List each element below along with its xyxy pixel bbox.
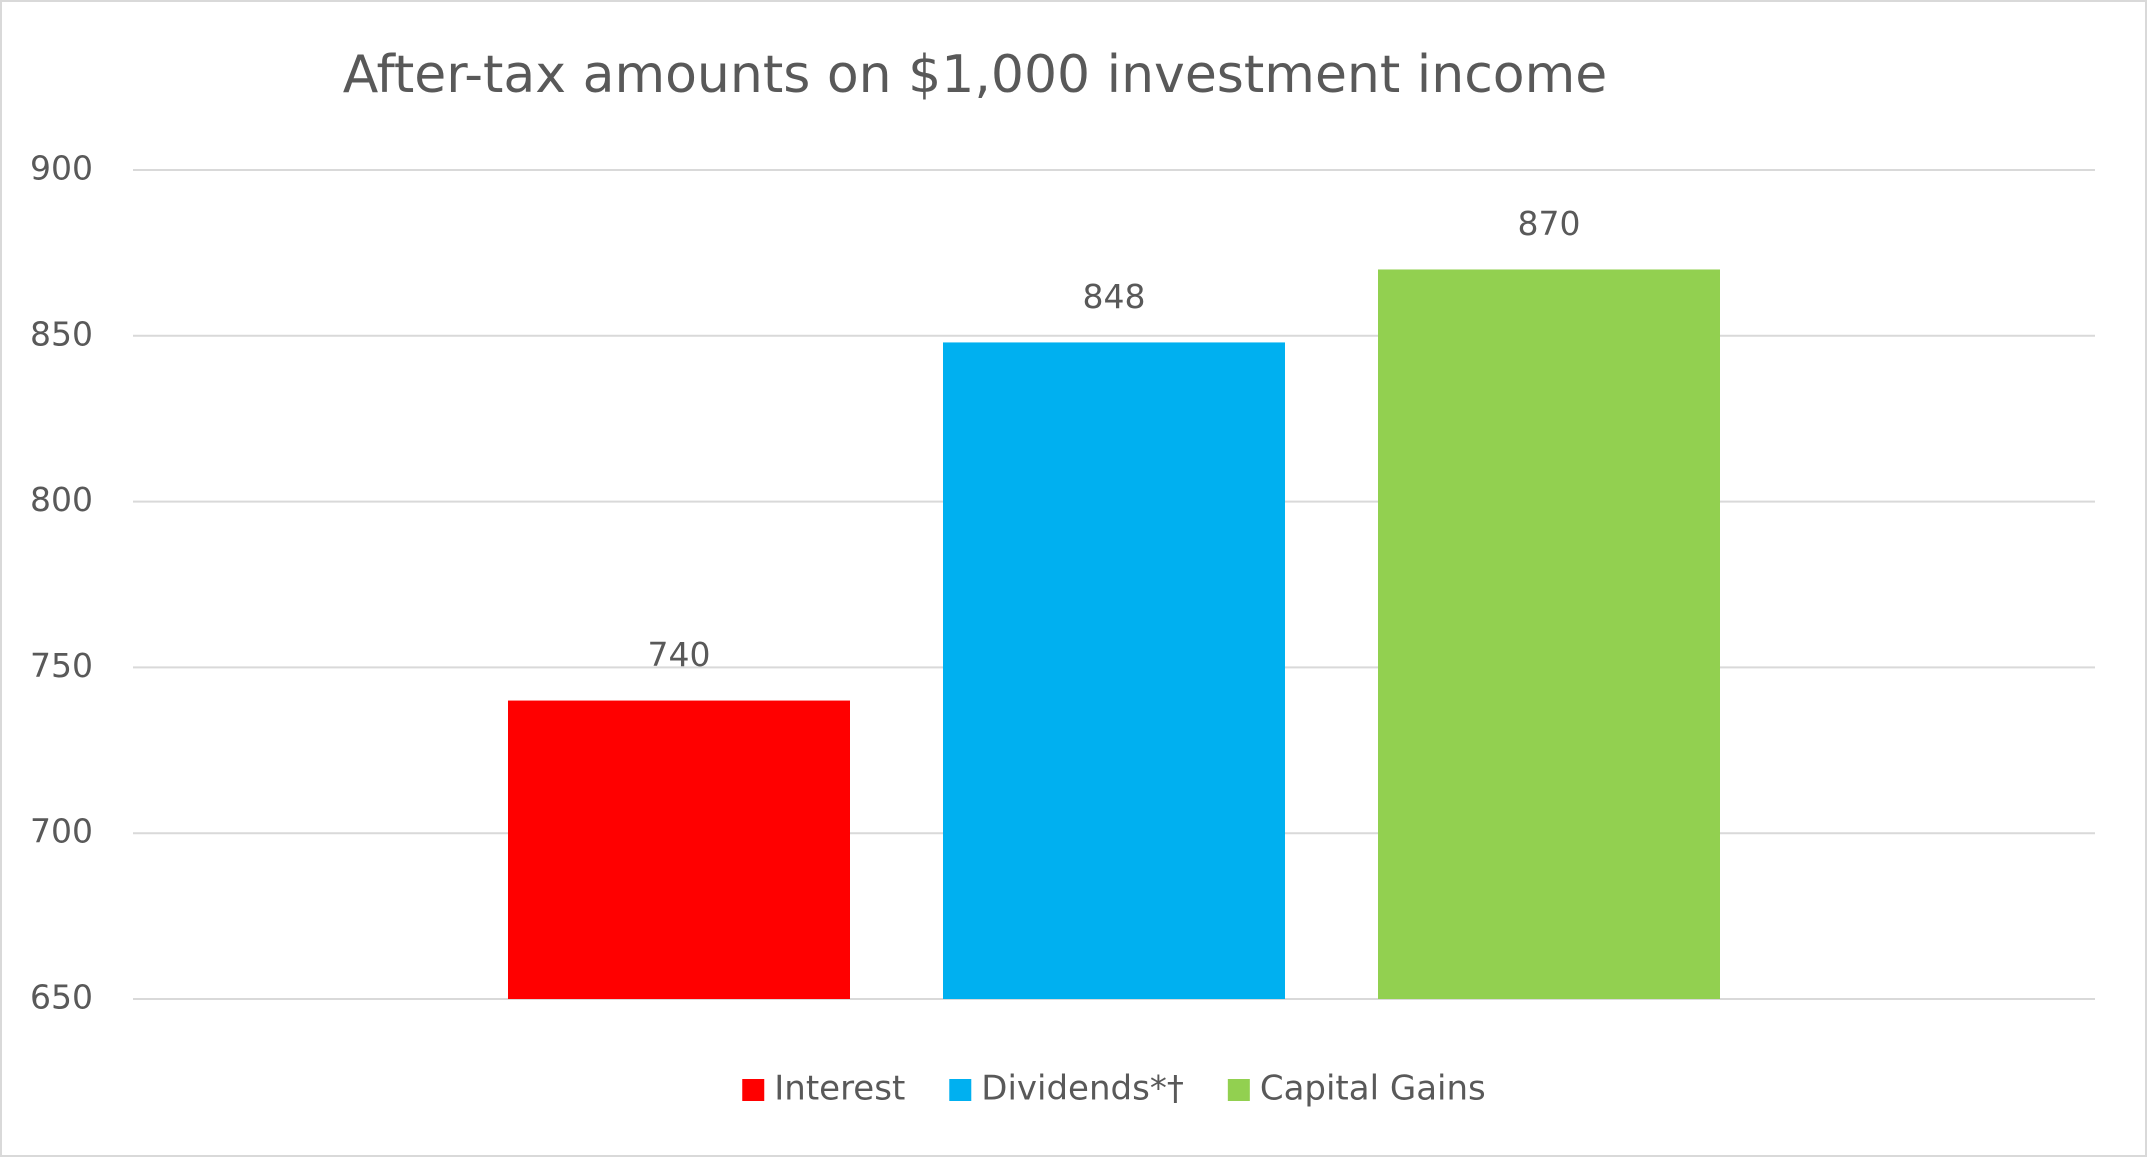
value-label: 870 bbox=[1518, 204, 1581, 243]
value-label: 848 bbox=[1083, 277, 1146, 316]
y-tick-label: 800 bbox=[30, 480, 93, 519]
y-tick-label: 900 bbox=[30, 149, 93, 188]
y-tick-label: 650 bbox=[30, 978, 93, 1017]
bar bbox=[508, 700, 850, 999]
y-tick-label: 700 bbox=[30, 812, 93, 851]
chart-title: After-tax amounts on $1,000 investment i… bbox=[343, 45, 1608, 105]
legend-label: Dividends*† bbox=[981, 1069, 1184, 1109]
bar bbox=[943, 342, 1285, 999]
bar bbox=[1378, 269, 1720, 1000]
legend-swatch bbox=[1227, 1079, 1250, 1101]
y-tick-label: 750 bbox=[30, 646, 93, 685]
legend-swatch bbox=[742, 1079, 765, 1101]
value-label: 740 bbox=[648, 635, 711, 674]
legend-swatch bbox=[949, 1079, 972, 1101]
legend-label: Interest bbox=[774, 1069, 905, 1109]
legend-label: Capital Gains bbox=[1260, 1069, 1486, 1109]
y-tick-label: 850 bbox=[30, 314, 93, 353]
